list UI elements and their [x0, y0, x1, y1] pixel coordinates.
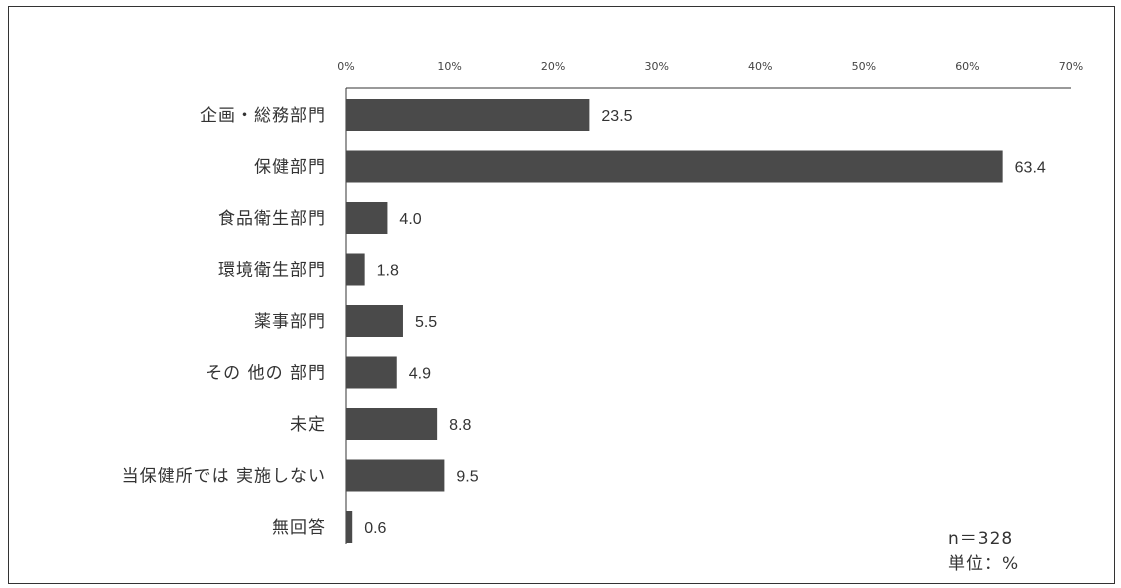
value-label: 0.6 [364, 520, 386, 537]
value-label: 5.5 [415, 314, 437, 331]
bar [346, 305, 403, 337]
bar [346, 253, 365, 286]
bar [346, 150, 1003, 183]
x-tick-label: 70% [1059, 60, 1083, 73]
category-label: 薬事部門 [254, 312, 326, 332]
x-tick-label: 0% [337, 60, 354, 73]
category-label: 環境衛生部門 [218, 261, 326, 281]
x-tick-label: 20% [541, 60, 565, 73]
bar [346, 511, 353, 543]
category-label: 食品衛生部門 [218, 209, 326, 229]
x-tick-label: 40% [748, 60, 772, 73]
x-tick-label: 30% [644, 60, 668, 73]
bar [346, 459, 445, 492]
value-label: 63.4 [1015, 160, 1046, 177]
bar [346, 356, 397, 389]
unit-note: 単位：% [948, 554, 1020, 574]
value-label: 1.8 [377, 263, 399, 280]
value-label: 23.5 [601, 108, 632, 125]
value-label: 9.5 [456, 469, 478, 486]
value-label: 8.8 [449, 417, 471, 434]
bar [346, 99, 590, 131]
category-label: その 他の 部門 [205, 364, 326, 384]
category-label: 無回答 [272, 518, 326, 538]
sample-size-note: n＝328 [948, 529, 1014, 549]
x-tick-label: 60% [955, 60, 979, 73]
value-label: 4.0 [399, 211, 421, 228]
category-label: 当保健所では 実施しない [122, 467, 326, 487]
category-label: 企画・総務部門 [200, 106, 326, 126]
category-label: 未定 [290, 415, 326, 435]
bar [346, 202, 388, 234]
x-tick-label: 10% [437, 60, 461, 73]
value-label: 4.9 [409, 366, 431, 383]
x-tick-label: 50% [852, 60, 876, 73]
bar [346, 408, 438, 440]
category-label: 保健部門 [254, 158, 326, 178]
